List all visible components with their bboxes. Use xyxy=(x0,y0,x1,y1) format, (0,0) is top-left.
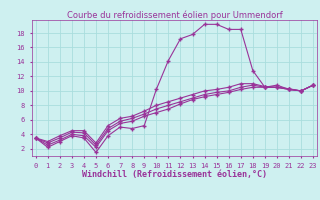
X-axis label: Windchill (Refroidissement éolien,°C): Windchill (Refroidissement éolien,°C) xyxy=(82,170,267,179)
Title: Courbe du refroidissement éolien pour Ummendorf: Courbe du refroidissement éolien pour Um… xyxy=(67,10,282,20)
